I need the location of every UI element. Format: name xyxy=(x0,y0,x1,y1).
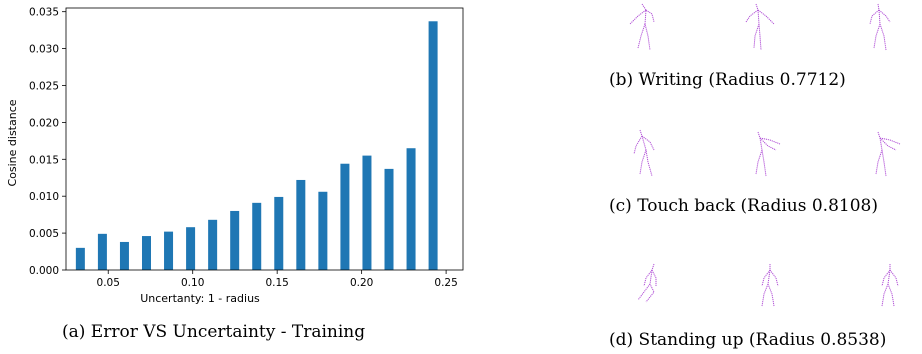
pose-limb xyxy=(881,283,889,307)
pose-limb xyxy=(769,269,779,287)
bar xyxy=(164,231,174,270)
pose-limb xyxy=(643,269,653,287)
bar xyxy=(208,219,218,270)
pose-limb xyxy=(869,9,880,25)
pose-figure xyxy=(637,263,657,303)
pose-limb xyxy=(887,264,895,307)
pose-limb xyxy=(878,9,891,23)
pose-row-standing-up xyxy=(600,262,920,314)
caption-b: (b) Writing (Radius 0.7712) xyxy=(609,70,846,90)
pose-limb xyxy=(651,269,657,286)
y-tick-label: 0.025 xyxy=(29,80,59,92)
pose-figure xyxy=(755,131,781,177)
y-tick-label: 0.015 xyxy=(29,154,59,166)
pose-figure xyxy=(629,3,655,51)
bar xyxy=(384,168,394,270)
y-tick-label: 0.010 xyxy=(29,191,59,203)
pose-figure xyxy=(745,3,775,51)
caption-d: (d) Standing up (Radius 0.8538) xyxy=(609,330,887,350)
x-tick-label: 0.25 xyxy=(434,277,457,289)
pose-figure xyxy=(875,131,901,177)
bar xyxy=(362,155,372,270)
x-tick-label: 0.20 xyxy=(350,277,373,289)
pose-limb xyxy=(645,263,655,303)
bar xyxy=(230,210,240,270)
bar xyxy=(186,227,196,270)
caption-c: (c) Touch back (Radius 0.8108) xyxy=(609,196,878,216)
bar xyxy=(318,191,328,270)
y-tick-label: 0.035 xyxy=(29,7,59,19)
x-tick-label: 0.10 xyxy=(181,277,204,289)
bar xyxy=(340,163,350,270)
caption-a: (a) Error VS Uncertainty - Training xyxy=(62,322,366,342)
pose-limb xyxy=(879,137,901,145)
pose-limb xyxy=(745,9,759,23)
pose-limb xyxy=(637,23,646,49)
bar xyxy=(75,247,85,270)
bar xyxy=(274,196,284,270)
pose-limb xyxy=(755,149,763,175)
pose-limb xyxy=(641,3,651,51)
axes-frame xyxy=(65,7,464,271)
pose-figure xyxy=(761,264,779,307)
pose-limb xyxy=(753,23,760,49)
x-tick-label: 0.05 xyxy=(97,277,120,289)
pose-figure xyxy=(633,129,655,177)
pose-row-touch-back xyxy=(600,128,920,180)
pose-limb xyxy=(761,283,769,307)
pose-limb xyxy=(889,269,899,287)
bar xyxy=(141,236,151,270)
pose-limb xyxy=(761,269,771,287)
pose-limb xyxy=(875,149,883,175)
bar xyxy=(406,148,416,270)
pose-limb xyxy=(641,135,655,151)
pose-limb xyxy=(881,269,891,287)
y-tick-label: 0.030 xyxy=(29,44,59,56)
pose-limb xyxy=(629,9,647,25)
pose-row-writing xyxy=(600,2,920,54)
bar-chart: 0.05 0.10 0.15 0.20 0.25 0.000 0.005 0.010 0.01… xyxy=(6,7,464,305)
x-tick-label: 0.15 xyxy=(265,277,288,289)
y-tick-label: 0.005 xyxy=(29,228,59,240)
bar xyxy=(97,233,107,270)
pose-limb xyxy=(639,149,647,175)
pose-limb xyxy=(759,137,781,145)
y-axis-ticks: 0.000 0.005 0.010 0.015 0.020 0.025 0.030 0.035 xyxy=(29,7,66,277)
pose-limb xyxy=(757,9,775,25)
bar xyxy=(252,202,262,270)
pose-limb xyxy=(633,135,643,155)
pose-figure xyxy=(869,3,891,51)
pose-limb xyxy=(767,264,775,307)
x-axis-ticks: 0.05 0.10 0.15 0.20 0.25 xyxy=(97,270,458,289)
pose-figure xyxy=(881,264,899,307)
bar xyxy=(296,179,306,270)
pose-limb xyxy=(873,23,881,49)
y-axis-label: Cosine distance xyxy=(6,99,19,186)
plot-area xyxy=(65,7,464,271)
y-tick-label: 0.000 xyxy=(29,265,59,277)
bar xyxy=(119,241,129,270)
y-tick-label: 0.020 xyxy=(29,117,59,129)
x-axis-label: Uncertanty: 1 - radius xyxy=(140,292,260,305)
pose-limb xyxy=(637,283,651,301)
bar xyxy=(428,21,438,270)
pose-limb xyxy=(645,9,655,23)
